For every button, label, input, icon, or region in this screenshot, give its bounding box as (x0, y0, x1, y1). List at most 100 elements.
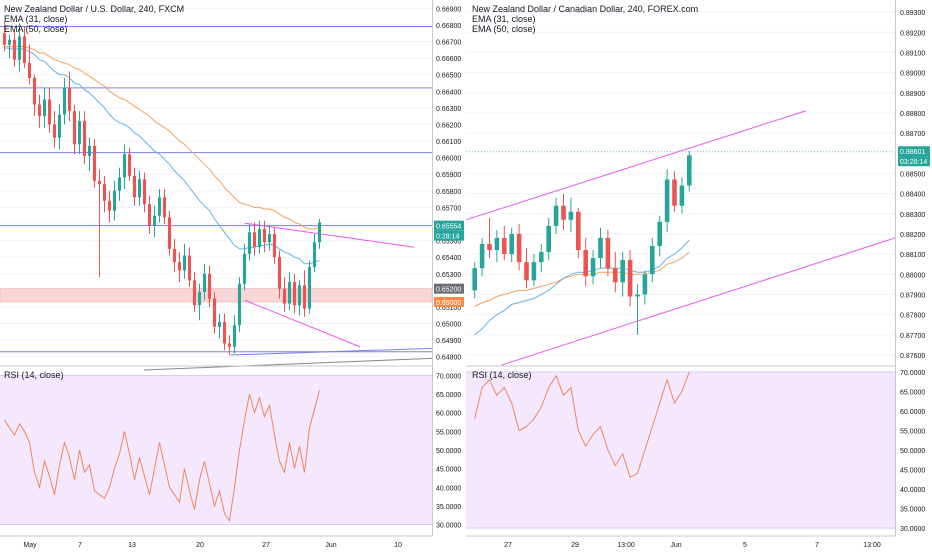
left-candle-body[interactable] (267, 233, 272, 243)
left-ema31-label[interactable]: EMA (31, close) (4, 14, 68, 24)
left-candle-body[interactable] (282, 288, 287, 304)
left-candle-body[interactable] (37, 104, 42, 117)
left-candle-body[interactable] (182, 255, 187, 271)
left-candle-body[interactable] (52, 124, 57, 138)
left-zone-bottom-tag[interactable]: 0.65000 (434, 296, 464, 307)
left-candle-body[interactable] (92, 146, 97, 181)
left-rsi-label[interactable]: RSI (14, close) (4, 370, 64, 380)
left-ema50-label[interactable]: EMA (50, close) (4, 24, 68, 34)
right-candle-body[interactable] (568, 211, 574, 220)
left-last-price-tag[interactable]: 0.65554 (434, 220, 464, 231)
right-candle-body[interactable] (553, 205, 559, 226)
right-candle-body[interactable] (561, 205, 566, 220)
left-candle-body[interactable] (97, 180, 102, 185)
right-rsi-label[interactable]: RSI (14, close) (472, 370, 532, 380)
left-candle-body[interactable] (72, 111, 77, 145)
right-ema31-label[interactable]: EMA (31, close) (472, 14, 536, 24)
left-candle-body[interactable] (2, 33, 7, 45)
left-candle-body[interactable] (227, 343, 232, 347)
left-candle-body[interactable] (207, 273, 212, 299)
left-trendline[interactable] (244, 222, 415, 248)
right-candle-body[interactable] (642, 274, 648, 295)
left-candle-body[interactable] (157, 197, 162, 216)
left-candle-body[interactable] (197, 292, 202, 306)
left-candle-body[interactable] (277, 257, 282, 289)
left-candle-body[interactable] (142, 179, 147, 205)
left-candle-body[interactable] (262, 228, 267, 243)
left-candle-body[interactable] (212, 298, 217, 327)
right-candle-body[interactable] (687, 155, 692, 186)
right-candle-body[interactable] (657, 221, 662, 247)
left-candle-body[interactable] (202, 273, 207, 292)
left-candle-body[interactable] (167, 217, 172, 249)
left-candle-body[interactable] (272, 233, 277, 258)
left-candle-body[interactable] (132, 175, 137, 198)
right-candle-body[interactable] (613, 268, 618, 283)
left-candle-body[interactable] (32, 77, 37, 105)
left-trendline[interactable] (230, 347, 433, 356)
left-candle-body[interactable] (7, 39, 12, 45)
right-candle-body[interactable] (531, 262, 537, 281)
left-candle-body[interactable] (57, 114, 62, 138)
right-candle-body[interactable] (620, 260, 625, 283)
left-candle-body[interactable] (307, 267, 312, 309)
right-candle-body[interactable] (494, 237, 500, 251)
left-candle-body[interactable] (67, 87, 72, 112)
left-candle-body[interactable] (137, 179, 142, 198)
right-title[interactable]: New Zealand Dollar / Canadian Dollar, 24… (472, 4, 699, 14)
right-last-price-tag[interactable]: 0.88601 (898, 146, 930, 157)
left-candle-body[interactable] (192, 280, 197, 306)
left-candle-body[interactable] (112, 190, 117, 211)
right-candle-body[interactable] (479, 244, 485, 269)
right-trendline[interactable] (465, 110, 806, 221)
left-candle-body[interactable] (172, 248, 177, 263)
left-candle-body[interactable] (87, 146, 92, 156)
left-candle-body[interactable] (177, 262, 182, 271)
left-candle-body[interactable] (77, 121, 82, 145)
right-candle-body[interactable] (679, 185, 685, 206)
right-candle-body[interactable] (539, 252, 544, 263)
left-candle-body[interactable] (107, 200, 112, 211)
left-candle-body[interactable] (257, 228, 262, 248)
left-candle-body[interactable] (162, 197, 167, 218)
left-candle-body[interactable] (102, 184, 107, 201)
right-candle-body[interactable] (598, 237, 603, 259)
left-candle-body[interactable] (242, 253, 247, 284)
right-candle-body[interactable] (509, 233, 514, 255)
left-candle-body[interactable] (232, 325, 237, 347)
left-candle-body[interactable] (42, 99, 47, 117)
left-candle-body[interactable] (47, 99, 52, 125)
left-candle-body[interactable] (287, 282, 292, 304)
right-candle-body[interactable] (672, 179, 677, 206)
left-countdown-tag[interactable]: 0:28:14 (434, 230, 464, 241)
left-candle-body[interactable] (117, 177, 122, 191)
left-candle-body[interactable] (82, 121, 87, 156)
right-candle-body[interactable] (502, 237, 507, 255)
left-candle-body[interactable] (312, 242, 317, 268)
right-candle-body[interactable] (472, 268, 477, 291)
left-candle-body[interactable] (122, 154, 127, 178)
right-candle-body[interactable] (546, 225, 551, 253)
left-candle-body[interactable] (237, 283, 242, 326)
left-candle-body[interactable] (252, 232, 257, 248)
left-candle-body[interactable] (302, 285, 307, 309)
left-candle-body[interactable] (292, 282, 297, 306)
right-candle-body[interactable] (635, 294, 640, 297)
right-candle-body[interactable] (524, 262, 529, 281)
right-candle-body[interactable] (650, 246, 655, 275)
left-candle-body[interactable] (27, 63, 32, 78)
left-candle-body[interactable] (17, 36, 22, 60)
left-candle-body[interactable] (317, 222, 322, 243)
right-ema50-label[interactable]: EMA (50, close) (472, 24, 536, 34)
right-candle-body[interactable] (583, 250, 588, 277)
right-candle-body[interactable] (516, 233, 522, 263)
left-candle-body[interactable] (62, 87, 67, 115)
right-candle-body[interactable] (664, 179, 670, 222)
left-zone-top-tag[interactable]: 0.65200 (434, 283, 464, 294)
left-candle-body[interactable] (217, 321, 222, 327)
right-candle-body[interactable] (627, 260, 633, 297)
right-candle-body[interactable] (487, 244, 492, 251)
left-candle-body[interactable] (187, 255, 192, 281)
right-candle-body[interactable] (590, 258, 596, 277)
